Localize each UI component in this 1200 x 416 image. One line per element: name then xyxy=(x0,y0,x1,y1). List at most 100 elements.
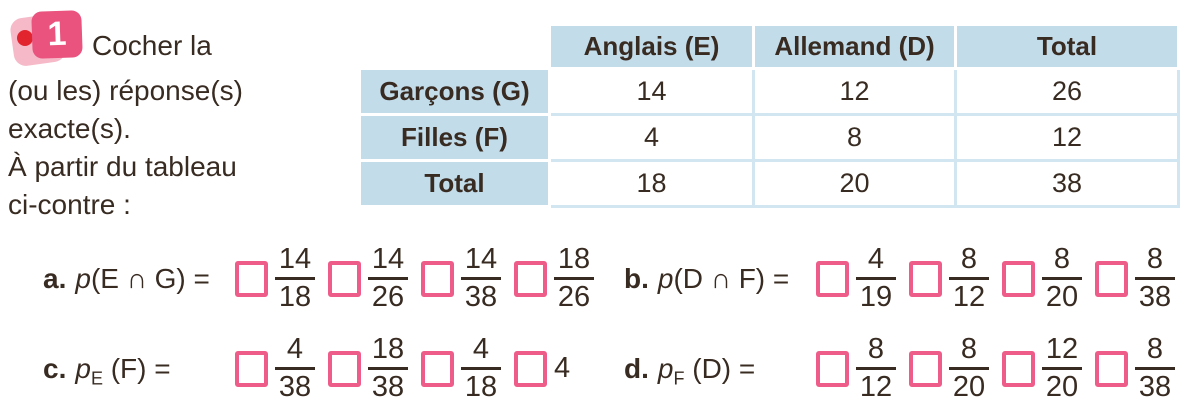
fraction: 8 38 xyxy=(1135,335,1175,402)
answer-checkbox[interactable] xyxy=(421,350,454,387)
fraction: 4 38 xyxy=(275,335,315,402)
intro-line-1: Cocher la xyxy=(92,30,212,61)
prob-expression: (D) = xyxy=(684,352,764,384)
answer-checkbox[interactable] xyxy=(1095,350,1128,387)
cell-garcons-allemand: 12 xyxy=(752,67,957,116)
table-header-row: Anglais (E) Allemand (D) Total xyxy=(360,23,1180,70)
answer-checkbox[interactable] xyxy=(1002,350,1035,387)
col-header-total: Total xyxy=(954,23,1180,70)
answer-option-a3: 14 38 xyxy=(421,245,501,312)
col-header-anglais: Anglais (E) xyxy=(548,23,755,70)
row-header-filles: Filles (F) xyxy=(358,113,551,162)
answer-checkbox[interactable] xyxy=(514,260,547,297)
cell-total-total: 38 xyxy=(954,159,1180,208)
question-c: c. pE (F) = 4 38 18 38 4 18 4 xyxy=(43,335,583,402)
fraction: 4 18 xyxy=(461,335,501,402)
fraction: 12 20 xyxy=(1042,335,1082,402)
cell-total-anglais: 18 xyxy=(548,159,755,208)
prob-expression: (E ∩ G) = xyxy=(90,262,218,294)
answer-option-a2: 14 26 xyxy=(328,245,408,312)
answer-checkbox[interactable] xyxy=(816,350,849,387)
prob-symbol: p xyxy=(75,352,91,384)
answer-checkbox[interactable] xyxy=(1002,260,1035,297)
answer-option-a1: 14 18 xyxy=(235,245,315,312)
cell-garcons-anglais: 14 xyxy=(548,67,755,116)
fraction: 8 12 xyxy=(949,245,989,312)
table-corner-cell xyxy=(360,25,550,69)
cell-filles-anglais: 4 xyxy=(548,113,755,162)
intro-line-3: exacte(s). xyxy=(8,113,131,144)
answer-checkbox[interactable] xyxy=(514,350,547,387)
table-row-total: Total 18 20 38 xyxy=(358,159,1180,208)
answer-option-d4: 8 38 xyxy=(1095,335,1175,402)
badge-dot-icon xyxy=(17,30,33,46)
fraction: 14 26 xyxy=(368,245,408,312)
intro-line-5: ci-contre : xyxy=(8,189,131,220)
question-letter: d. xyxy=(624,352,649,384)
answer-option-c3: 4 18 xyxy=(421,335,501,402)
prob-expression: (F) = xyxy=(102,352,179,384)
question-b: b. p(D ∩ F) = 4 19 8 12 8 20 8 38 xyxy=(624,245,1188,312)
question-a-label: a. p(E ∩ G) = xyxy=(43,263,235,295)
answer-option-a4: 18 26 xyxy=(514,245,594,312)
plain-value: 4 xyxy=(554,352,571,384)
answer-option-c2: 18 38 xyxy=(328,335,408,402)
row-header-total: Total xyxy=(358,159,551,208)
question-a: a. p(E ∩ G) = 14 18 14 26 14 38 18 26 xyxy=(43,245,607,312)
fraction: 18 26 xyxy=(554,245,594,312)
table-row-filles: Filles (F) 4 8 12 xyxy=(358,113,1180,162)
question-d: d. pF (D) = 8 12 8 20 12 20 8 38 xyxy=(624,335,1188,402)
prob-symbol: p xyxy=(657,262,674,294)
answer-checkbox[interactable] xyxy=(421,260,454,297)
exercise-number: 1 xyxy=(46,14,68,54)
cell-filles-total: 12 xyxy=(954,113,1180,162)
answer-checkbox[interactable] xyxy=(328,350,361,387)
cell-total-allemand: 20 xyxy=(752,159,957,208)
fraction: 14 18 xyxy=(275,245,315,312)
answer-checkbox[interactable] xyxy=(235,260,268,297)
fraction: 8 20 xyxy=(1042,245,1082,312)
fraction: 4 19 xyxy=(856,245,896,312)
prob-subscript: F xyxy=(673,368,685,389)
answer-option-d3: 12 20 xyxy=(1002,335,1082,402)
question-formula: p(E ∩ G) = xyxy=(75,263,217,295)
table-row-garcons: Garçons (G) 14 12 26 xyxy=(358,67,1180,116)
answer-checkbox[interactable] xyxy=(816,260,849,297)
question-letter: c. xyxy=(43,352,67,384)
answer-checkbox[interactable] xyxy=(235,350,268,387)
question-d-label: d. pF (D) = xyxy=(624,352,816,389)
question-b-label: b. p(D ∩ F) = xyxy=(624,263,816,295)
col-header-allemand: Allemand (D) xyxy=(752,23,957,70)
answer-option-b4: 8 38 xyxy=(1095,245,1175,312)
prob-symbol: p xyxy=(657,352,674,384)
answer-checkbox[interactable] xyxy=(909,260,942,297)
question-letter: a. xyxy=(43,262,67,294)
question-formula: p(D ∩ F) = xyxy=(658,263,797,295)
answer-option-d1: 8 12 xyxy=(816,335,896,402)
fraction: 8 20 xyxy=(949,335,989,402)
question-formula: pF (D) = xyxy=(657,352,764,389)
fraction: 8 12 xyxy=(856,335,896,402)
question-c-label: c. pE (F) = xyxy=(43,352,235,389)
question-letter: b. xyxy=(624,262,649,294)
fraction: 18 38 xyxy=(368,335,408,402)
answer-option-c1: 4 38 xyxy=(235,335,315,402)
answer-option-c4: 4 xyxy=(514,350,571,387)
answer-option-b2: 8 12 xyxy=(909,245,989,312)
answer-option-b3: 8 20 xyxy=(1002,245,1082,312)
answer-option-d2: 8 20 xyxy=(909,335,989,402)
intro-line-2: (ou les) réponse(s) xyxy=(8,75,243,106)
answer-checkbox[interactable] xyxy=(909,350,942,387)
answer-option-b1: 4 19 xyxy=(816,245,896,312)
row-header-garcons: Garçons (G) xyxy=(358,67,551,116)
prob-subscript: E xyxy=(90,368,103,389)
answer-checkbox[interactable] xyxy=(1095,260,1128,297)
intro-line-4: À partir du tableau xyxy=(8,151,237,182)
exercise-number-badge: 1 xyxy=(31,10,83,59)
contingency-table: Anglais (E) Allemand (D) Total Garçons (… xyxy=(358,23,1180,208)
cell-filles-allemand: 8 xyxy=(752,113,957,162)
fraction: 14 38 xyxy=(461,245,501,312)
answer-checkbox[interactable] xyxy=(328,260,361,297)
prob-symbol: p xyxy=(75,262,91,294)
